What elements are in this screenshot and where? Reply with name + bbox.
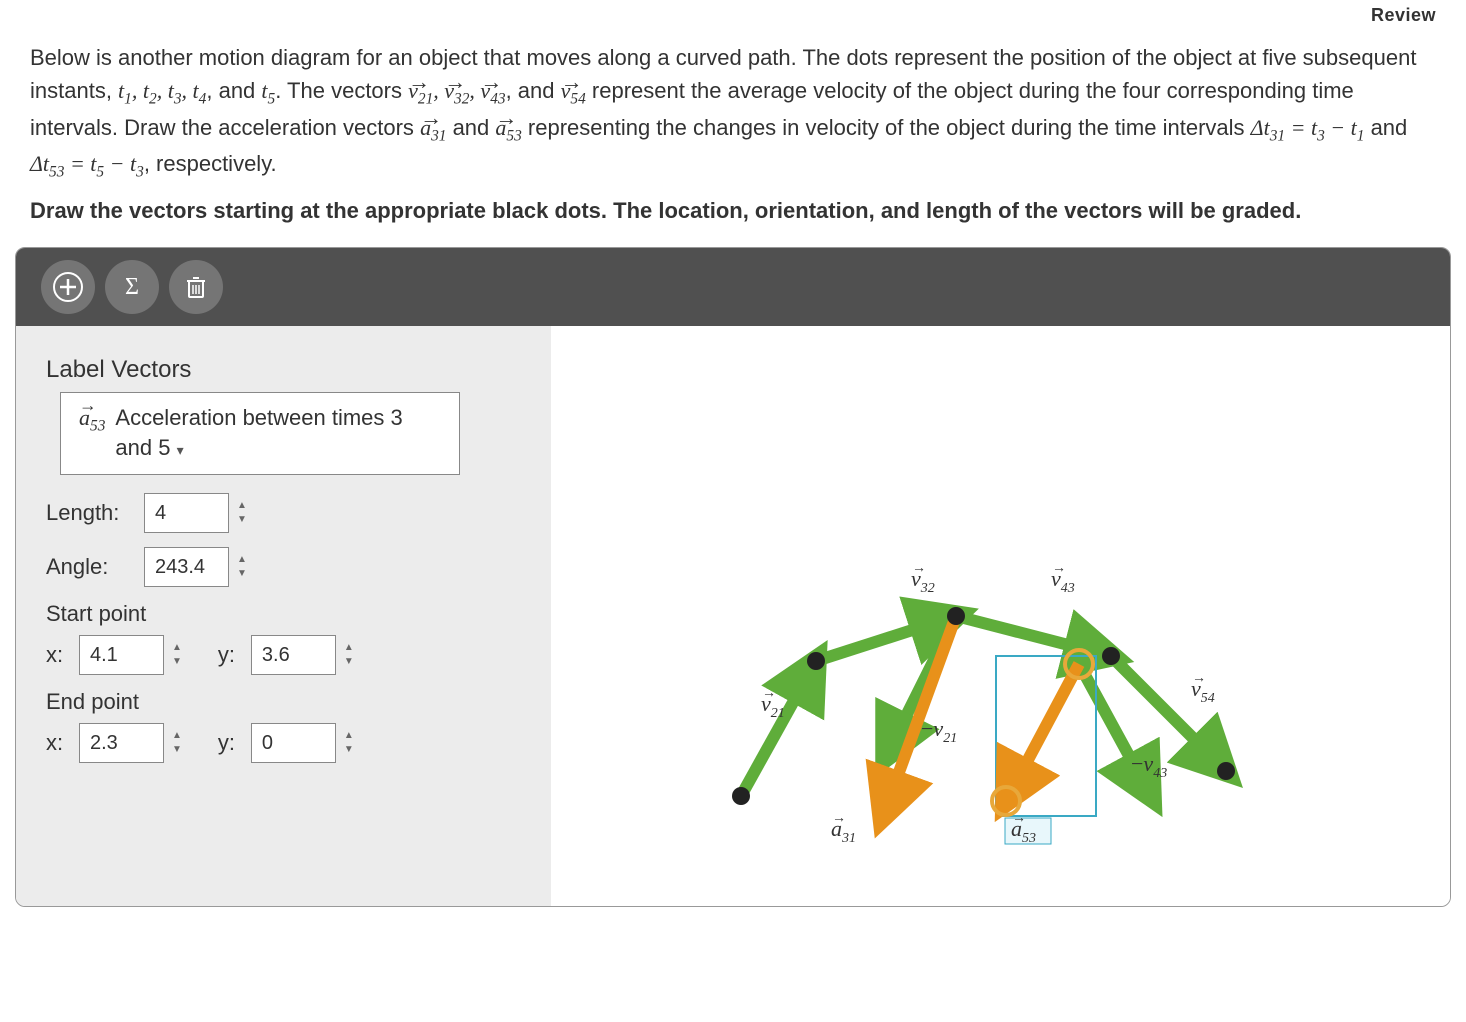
length-spinner[interactable]: ▲▼ <box>237 501 247 525</box>
panel-title: Label Vectors <box>46 356 531 384</box>
review-link[interactable]: Review <box>0 0 1466 31</box>
motion-diagram[interactable]: v21→v32→v43→v54→−v21−v43a31→a53→ <box>551 326 1431 901</box>
end-y-label: y: <box>218 730 243 756</box>
start-y-input[interactable]: 3.6 <box>251 635 336 675</box>
problem-statement: Below is another motion diagram for an o… <box>0 31 1466 189</box>
svg-text:→: → <box>1192 669 1206 685</box>
angle-label: Angle: <box>46 554 136 580</box>
length-label: Length: <box>46 500 136 526</box>
spinner-down-icon[interactable]: ▼ <box>237 515 247 525</box>
svg-text:→: → <box>1052 559 1066 575</box>
svg-text:→: → <box>762 684 776 700</box>
t5: t5 <box>261 78 275 103</box>
spinner-down-icon[interactable]: ▼ <box>344 657 354 667</box>
end-x-spinner[interactable]: ▲▼ <box>172 731 182 755</box>
spinner-down-icon[interactable]: ▼ <box>172 657 182 667</box>
a31-text: a→31 <box>420 115 446 140</box>
instruction: Draw the vectors starting at the appropr… <box>0 189 1466 247</box>
angle-spinner[interactable]: ▲▼ <box>237 555 247 579</box>
v-list: v→21, v→32, v→43 <box>408 78 505 103</box>
end-y-spinner[interactable]: ▲▼ <box>344 731 354 755</box>
start-y-label: y: <box>218 642 243 668</box>
t-list: t1, t2, t3, t4 <box>118 78 206 103</box>
problem-text-3: representing the changes in velocity of … <box>522 115 1251 140</box>
svg-text:→: → <box>912 559 926 575</box>
svg-text:−v21: −v21 <box>921 716 957 746</box>
dt31: Δt31 = t3 − t1 <box>1251 115 1365 140</box>
spinner-up-icon[interactable]: ▲ <box>172 643 182 653</box>
svg-text:→: → <box>832 809 846 825</box>
start-x-label: x: <box>46 642 71 668</box>
start-x-spinner[interactable]: ▲▼ <box>172 643 182 667</box>
end-point-label: End point <box>46 689 531 715</box>
angle-input[interactable]: 243.4 <box>144 547 229 587</box>
spinner-down-icon[interactable]: ▼ <box>172 745 182 755</box>
problem-and4: and <box>1364 115 1407 140</box>
selected-symbol: a→53 <box>79 403 105 435</box>
problem-and1: , and <box>206 78 261 103</box>
a53-text: a→53 <box>495 115 521 140</box>
end-x-input[interactable]: 2.3 <box>79 723 164 763</box>
workspace: Σ Label Vectors a→53 Acceleration betwee… <box>15 247 1451 907</box>
end-y-input[interactable]: 0 <box>251 723 336 763</box>
svg-text:Σ: Σ <box>125 274 139 300</box>
drawing-canvas[interactable]: v21→v32→v43→v54→−v21−v43a31→a53→ <box>551 326 1450 906</box>
spinner-up-icon[interactable]: ▲ <box>237 555 247 565</box>
v54: v→54 <box>561 78 586 103</box>
spinner-down-icon[interactable]: ▼ <box>237 569 247 579</box>
toolbar: Σ <box>16 248 1450 326</box>
vector-label-dropdown[interactable]: a→53 Acceleration between times 3 and 5 … <box>60 392 460 476</box>
start-point-label: Start point <box>46 601 531 627</box>
properties-panel: Label Vectors a→53 Acceleration between … <box>16 326 551 906</box>
sum-button[interactable]: Σ <box>105 260 159 314</box>
spinner-up-icon[interactable]: ▲ <box>344 731 354 741</box>
spinner-down-icon[interactable]: ▼ <box>344 745 354 755</box>
chevron-down-icon: ▾ <box>177 442 184 458</box>
selected-description: Acceleration between times 3 and 5 ▾ <box>115 403 441 465</box>
problem-resp: , respectively. <box>144 151 277 176</box>
start-y-spinner[interactable]: ▲▼ <box>344 643 354 667</box>
work-area: Label Vectors a→53 Acceleration between … <box>16 326 1450 906</box>
dt53: Δt53 = t5 − t3 <box>30 151 144 176</box>
delete-button[interactable] <box>169 260 223 314</box>
length-input[interactable]: 4 <box>144 493 229 533</box>
spinner-up-icon[interactable]: ▲ <box>237 501 247 511</box>
spinner-up-icon[interactable]: ▲ <box>172 731 182 741</box>
problem-and2: , and <box>506 78 561 103</box>
start-x-input[interactable]: 4.1 <box>79 635 164 675</box>
problem-and3: and <box>446 115 495 140</box>
problem-text-2a: . The vectors <box>275 78 408 103</box>
end-x-label: x: <box>46 730 71 756</box>
spinner-up-icon[interactable]: ▲ <box>344 643 354 653</box>
add-vector-button[interactable] <box>41 260 95 314</box>
svg-text:→: → <box>1012 809 1026 825</box>
